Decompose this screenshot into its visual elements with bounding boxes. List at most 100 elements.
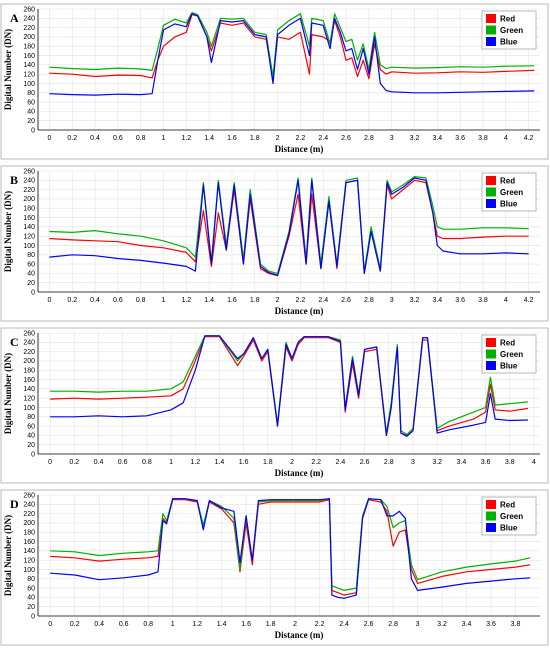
y-tick-label: 200 [23, 34, 35, 41]
y-tick-label: 120 [23, 233, 35, 240]
y-tick-label: 160 [23, 215, 35, 222]
y-tick-label: 200 [23, 358, 35, 365]
y-tick-label: 100 [23, 405, 35, 412]
legend-entry-green: Green [500, 350, 523, 359]
y-tick-label: 40 [27, 271, 35, 278]
x-tick-label: 1.4 [217, 621, 227, 628]
x-tick-label: 3 [390, 297, 394, 304]
y-tick-label: 240 [23, 502, 35, 509]
y-tick-label: 200 [23, 520, 35, 527]
x-tick-label: 3.6 [481, 459, 491, 466]
y-tick-label: 240 [23, 16, 35, 23]
x-tick-label: 3.8 [478, 297, 488, 304]
y-tick-label: 240 [23, 340, 35, 347]
y-tick-label: 120 [23, 395, 35, 402]
x-tick-label: 2.8 [384, 459, 394, 466]
y-tick-label: 0 [31, 451, 35, 458]
x-tick-label: 2 [276, 297, 280, 304]
x-tick-label: 4 [532, 459, 536, 466]
x-tick-label: 3.6 [486, 621, 496, 628]
y-tick-label: 260 [23, 168, 35, 175]
x-tick-label: 1.4 [204, 135, 214, 142]
legend-entry-green: Green [500, 512, 523, 521]
x-tick-label: 0.6 [119, 621, 129, 628]
y-tick-label: 180 [23, 206, 35, 213]
x-tick-label: 2.4 [339, 621, 349, 628]
y-tick-label: 80 [27, 414, 35, 421]
x-tick-label: 3.8 [478, 135, 488, 142]
y-tick-label: 260 [23, 6, 35, 13]
y-tick-label: 140 [23, 548, 35, 555]
y-tick-label: 260 [23, 330, 35, 337]
chart-panel-4: 0 20 40 60 80 100 120 140 160 180 200 220 240 260 0 0.2… [0, 489, 549, 646]
x-tick-label: 1.4 [215, 459, 225, 466]
legend-swatch-red [486, 338, 496, 347]
x-tick-label: 3.4 [457, 459, 467, 466]
x-tick-label: 2.6 [341, 135, 351, 142]
x-tick-label: 0 [48, 459, 52, 466]
y-tick-label: 180 [23, 44, 35, 51]
legend-entry-green: Green [500, 26, 523, 35]
x-tick-label: 3.6 [455, 297, 465, 304]
legend-entry-red: Red [500, 501, 515, 510]
x-tick-label: 2.4 [318, 297, 328, 304]
panel-label-left: A [10, 11, 19, 25]
y-tick-label: 0 [31, 289, 35, 296]
legend-entry-blue: Blue [500, 200, 518, 209]
x-tick-label: 2.2 [296, 135, 306, 142]
x-tick-label: 4 [504, 297, 508, 304]
legend-swatch-red [486, 176, 496, 185]
legend-swatch-blue [486, 523, 496, 532]
x-tick-label: 0 [47, 297, 51, 304]
series-line-blue [50, 335, 528, 437]
y-tick-label: 40 [27, 595, 35, 602]
y-axis-label: Digital Number (DN) [3, 29, 13, 110]
x-tick-label: 2.2 [311, 459, 321, 466]
legend-swatch-green [486, 511, 496, 521]
x-tick-label: 1.2 [190, 459, 200, 466]
x-tick-label: 3.8 [511, 621, 521, 628]
y-tick-label: 260 [23, 492, 35, 499]
x-tick-label: 1.8 [263, 459, 273, 466]
legend-entry-blue: Blue [500, 524, 518, 533]
x-tick-label: 3 [416, 621, 420, 628]
x-tick-label: 0 [47, 135, 51, 142]
x-tick-label: 2.8 [364, 297, 374, 304]
y-tick-label: 180 [23, 368, 35, 375]
x-tick-label: 2.6 [360, 459, 370, 466]
y-tick-label: 220 [23, 187, 35, 194]
x-tick-label: 0.2 [70, 621, 80, 628]
panel-frame [0, 165, 549, 322]
y-tick-label: 140 [23, 386, 35, 393]
legend-entry-blue: Blue [500, 38, 518, 47]
x-tick-label: 1.6 [241, 621, 251, 628]
y-tick-label: 220 [23, 25, 35, 32]
x-tick-label: 2.6 [341, 297, 351, 304]
x-tick-label: 1.8 [250, 297, 260, 304]
legend-entry-red: Red [500, 15, 515, 24]
y-tick-label: 20 [27, 280, 35, 287]
chart-panel-3: 0 20 40 60 80 100 120 140 160 180 200 220 240 260 0 0.2… [0, 327, 549, 484]
x-tick-label: 0.8 [142, 459, 152, 466]
legend-swatch-green [486, 25, 496, 35]
x-tick-label: 3.4 [432, 135, 442, 142]
y-tick-label: 40 [27, 109, 35, 116]
y-tick-label: 120 [23, 557, 35, 564]
series-line-green [49, 12, 535, 78]
legend-swatch-green [486, 187, 496, 197]
y-tick-label: 80 [27, 252, 35, 259]
y-tick-label: 160 [23, 377, 35, 384]
x-tick-label: 3.2 [410, 135, 420, 142]
x-tick-label: 1.2 [181, 297, 191, 304]
x-tick-label: 3.2 [432, 459, 442, 466]
x-tick-label: 0.4 [90, 297, 100, 304]
y-tick-label: 120 [23, 71, 35, 78]
legend-entry-blue: Blue [500, 362, 518, 371]
x-tick-label: 3.4 [462, 621, 472, 628]
y-tick-label: 140 [23, 62, 35, 69]
x-tick-label: 2.4 [336, 459, 346, 466]
x-tick-label: 1.4 [204, 297, 214, 304]
x-tick-label: 2.2 [296, 297, 306, 304]
y-tick-label: 100 [23, 567, 35, 574]
y-tick-label: 100 [23, 243, 35, 250]
